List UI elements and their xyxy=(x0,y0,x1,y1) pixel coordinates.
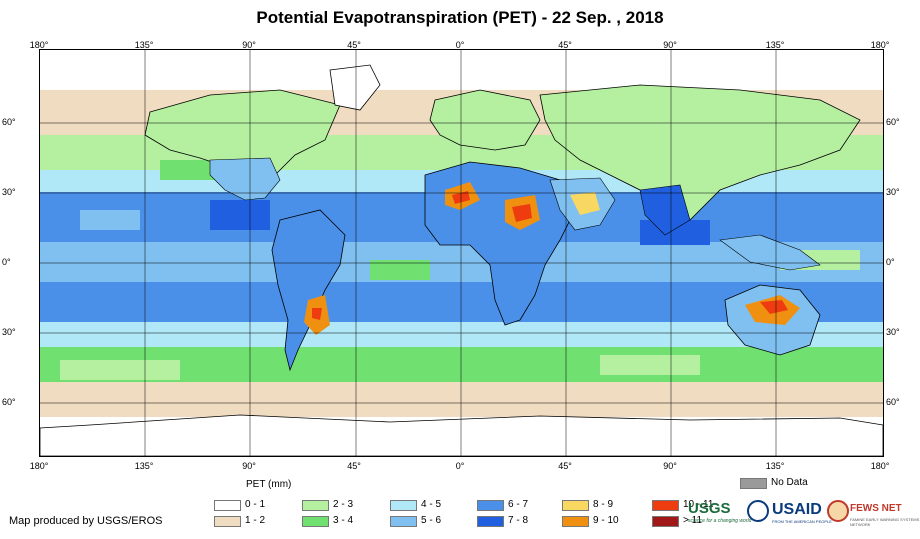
legend-swatch xyxy=(214,516,241,527)
legend-swatch xyxy=(302,516,329,527)
lat-label-left: 30° xyxy=(2,327,16,337)
lon-label-bottom: 135° xyxy=(134,461,154,471)
legend-swatch xyxy=(390,500,417,511)
south-america xyxy=(271,209,346,372)
legend-label: 0 - 1 xyxy=(245,499,266,510)
fewsnet-logo: FEWS NET xyxy=(850,503,902,514)
usgs-tagline: science for a changing world xyxy=(688,518,752,524)
usgs-logo: USGS xyxy=(688,500,731,517)
legend-swatch xyxy=(477,500,504,511)
legend-label: 3 - 4 xyxy=(333,515,354,526)
legend-swatch xyxy=(302,500,329,511)
arabia-hotspot xyxy=(570,192,600,215)
credit-text: Map produced by USGS/EROS xyxy=(9,515,163,527)
legend-swatch xyxy=(740,478,767,489)
sahara-east-core xyxy=(512,204,532,222)
map-canvas xyxy=(40,50,883,456)
lat-label-right: 60° xyxy=(886,117,900,127)
pet-patch xyxy=(210,200,270,230)
lat-label-left: 60° xyxy=(2,397,16,407)
lat-label-left: 0° xyxy=(2,257,11,267)
legend-label: 9 - 10 xyxy=(593,515,619,526)
lon-label-bottom: 45° xyxy=(558,461,572,471)
lon-label-bottom: 45° xyxy=(347,461,361,471)
lat-label-left: 60° xyxy=(2,117,16,127)
india xyxy=(639,184,691,236)
legend-swatch xyxy=(390,516,417,527)
lat-label-right: 30° xyxy=(886,187,900,197)
legend-swatch xyxy=(562,516,589,527)
lon-label-bottom: 90° xyxy=(663,461,677,471)
usaid-seal-icon xyxy=(747,500,769,522)
legend-label: 1 - 2 xyxy=(245,515,266,526)
north-america-south xyxy=(209,157,281,201)
lon-label-bottom: 180° xyxy=(29,461,49,471)
lon-label-top: 0° xyxy=(455,40,465,50)
europe xyxy=(429,89,541,151)
lon-label-top: 45° xyxy=(558,40,572,50)
usaid-logo: USAID xyxy=(772,501,822,518)
antarctica xyxy=(40,414,883,456)
south-america-hotspot-core xyxy=(312,308,322,320)
graticule xyxy=(40,50,883,456)
legend-swatch xyxy=(652,500,679,511)
lon-label-top: 90° xyxy=(242,40,256,50)
australia-hotspot-core xyxy=(760,300,788,314)
legend-label: 2 - 3 xyxy=(333,499,354,510)
lon-label-top: 135° xyxy=(134,40,154,50)
lon-label-top: 90° xyxy=(663,40,677,50)
lat-label-left: 30° xyxy=(2,187,16,197)
map-title: Potential Evapotranspiration (PET) - 22 … xyxy=(256,8,664,27)
legend-label: 4 - 5 xyxy=(421,499,442,510)
lon-label-bottom: 180° xyxy=(870,461,890,471)
asia xyxy=(539,84,861,221)
legend-label: 7 - 8 xyxy=(508,515,529,526)
lat-label-right: 30° xyxy=(886,327,900,337)
usaid-tagline: FROM THE AMERICAN PEOPLE xyxy=(772,519,832,524)
lon-label-top: 180° xyxy=(870,40,890,50)
band-high-south xyxy=(40,382,883,417)
lat-label-right: 60° xyxy=(886,397,900,407)
lat-label-right: 0° xyxy=(886,257,895,267)
band-mid-south xyxy=(40,347,883,382)
lon-label-top: 45° xyxy=(347,40,361,50)
legend-swatch xyxy=(477,516,504,527)
legend-label: 8 - 9 xyxy=(593,499,614,510)
maritime-asia xyxy=(719,234,821,271)
legend-title: PET (mm) xyxy=(246,479,292,490)
legend-swatch xyxy=(214,500,241,511)
legend-label: No Data xyxy=(771,477,808,488)
pet-patch xyxy=(80,210,140,230)
lon-label-bottom: 135° xyxy=(765,461,785,471)
legend-swatch xyxy=(562,500,589,511)
pet-patch xyxy=(60,360,180,380)
fews-globe-icon xyxy=(827,500,849,522)
fewsnet-tagline: FAMINE EARLY WARNING SYSTEMS NETWORK xyxy=(850,517,920,527)
pet-patch xyxy=(370,260,430,280)
lon-label-top: 180° xyxy=(29,40,49,50)
legend-label: 10 - 11 xyxy=(683,499,714,510)
lon-label-bottom: 90° xyxy=(242,461,256,471)
pet-patch xyxy=(600,355,700,375)
band-polar-north xyxy=(40,50,883,90)
pet-world-map xyxy=(39,49,884,457)
legend-label: > 11 xyxy=(683,515,702,526)
greenland xyxy=(329,64,381,111)
legend-swatch xyxy=(652,516,679,527)
legend-label: 5 - 6 xyxy=(421,515,442,526)
lon-label-top: 135° xyxy=(765,40,785,50)
lon-label-bottom: 0° xyxy=(455,461,465,471)
legend-label: 6 - 7 xyxy=(508,499,529,510)
